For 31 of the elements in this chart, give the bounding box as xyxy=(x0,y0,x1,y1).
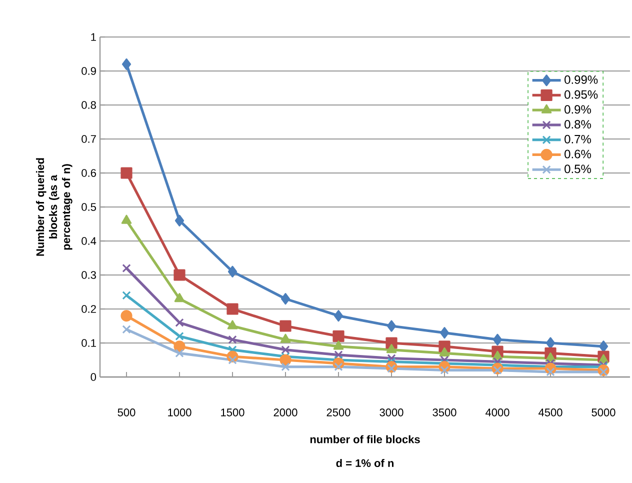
y-axis-title: Number of queried blocks (as a percentage of n) xyxy=(36,158,72,256)
y-tick-label: 0.1 xyxy=(82,339,96,347)
y-tick-label: 0.8 xyxy=(82,101,96,109)
x-tick-label: 2000 xyxy=(274,408,298,416)
legend-label: 0.9% xyxy=(564,105,591,114)
y-tick-label: 0.9 xyxy=(82,67,96,75)
y-tick-label: 0.2 xyxy=(82,305,96,313)
legend-label: 0.8% xyxy=(564,120,591,129)
x-tick-label: 2500 xyxy=(326,408,350,416)
y-tick-label: 0.4 xyxy=(82,237,96,245)
y-tick-label: 0.6 xyxy=(82,169,96,177)
y-tick-label: 0.5 xyxy=(82,203,96,211)
x-tick-label: 5000 xyxy=(592,408,616,416)
legend-label: 0.99% xyxy=(564,75,598,84)
text: d = 1% of n xyxy=(336,458,394,468)
legend-label: 0.7% xyxy=(564,134,591,144)
x-axis-title: number of file blocks xyxy=(310,435,420,444)
x-tick-label: 1000 xyxy=(168,408,192,416)
x-tick-label: 3000 xyxy=(380,408,404,416)
y-tick-label: 1 xyxy=(91,33,96,41)
legend-label: 0.6% xyxy=(564,150,591,158)
x-tick-label: 4000 xyxy=(486,408,510,416)
y-tick-label: 0 xyxy=(90,373,96,381)
legend-label: 0.95% xyxy=(564,90,598,99)
x-tick-label: 4500 xyxy=(538,408,562,416)
x-tick-label: 500 xyxy=(118,408,136,416)
legend-label: 0.5% xyxy=(564,164,591,174)
x-tick-label: 3500 xyxy=(432,408,456,416)
y-tick-label: 0.7 xyxy=(82,135,96,143)
x-tick-label: 1500 xyxy=(221,408,244,416)
y-tick-label: 0.3 xyxy=(82,271,96,279)
